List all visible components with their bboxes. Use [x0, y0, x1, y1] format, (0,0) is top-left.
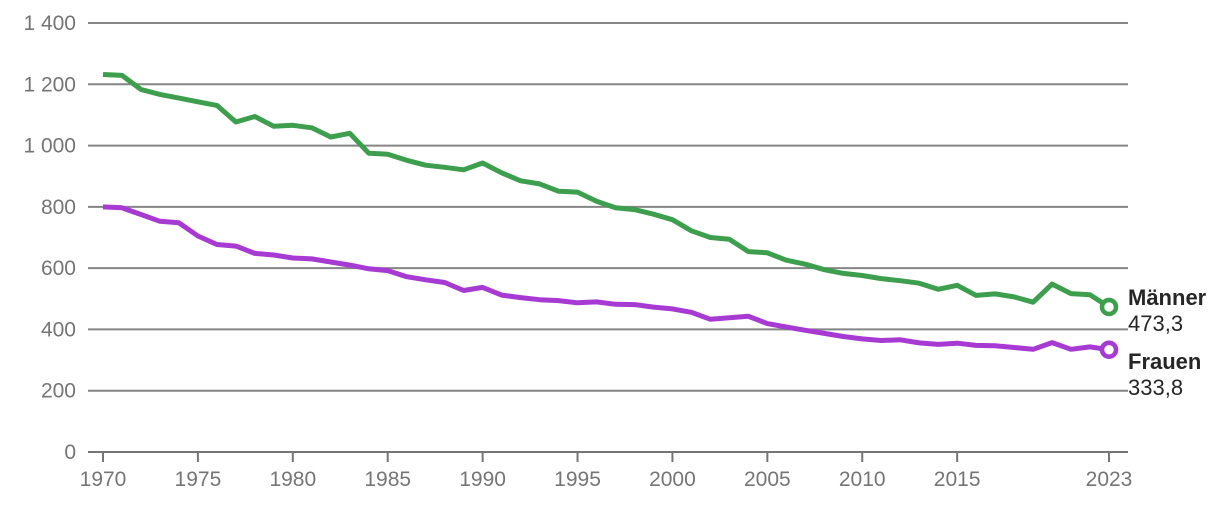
x-axis-ticks [102, 452, 1110, 462]
x-axis-labels: 1970 1975 1980 1985 1990 1995 2000 2005 2010 2015… [80, 468, 1133, 491]
y-tick-label-0: 0 [64, 441, 76, 464]
series-name-maenner: Männer [1128, 285, 1207, 310]
series-line-maenner [102, 72, 1111, 310]
y-tick-label-800: 800 [41, 196, 76, 219]
x-tick-label-1975: 1975 [175, 468, 222, 491]
gridlines [88, 22, 1128, 453]
y-tick-label-600: 600 [41, 257, 76, 280]
series-end-value-maenner: 473,3 [1128, 311, 1184, 336]
x-tick-label-1980: 1980 [269, 468, 316, 491]
y-tick-label-1200: 1 200 [23, 73, 76, 96]
x-tick-label-2023: 2023 [1086, 468, 1133, 491]
x-tick-label-2015: 2015 [934, 468, 981, 491]
x-tick-label-2010: 2010 [839, 468, 886, 491]
x-tick-label-1995: 1995 [554, 468, 601, 491]
y-tick-label-1400: 1 400 [23, 12, 76, 35]
x-tick-label-1990: 1990 [459, 468, 506, 491]
y-tick-label-1000: 1 000 [23, 135, 76, 158]
series-end-marker-frauen [1099, 340, 1119, 359]
series-line-frauen [102, 204, 1110, 353]
y-tick-label-400: 400 [41, 318, 76, 341]
series-name-frauen: Frauen [1128, 349, 1202, 374]
series-end-marker-maenner [1099, 297, 1119, 317]
y-tick-label-200: 200 [41, 380, 76, 403]
x-tick-label-1970: 1970 [80, 468, 127, 491]
x-tick-label-2000: 2000 [649, 468, 696, 491]
x-tick-label-1985: 1985 [364, 468, 411, 491]
series-end-label-maenner: Männer 473,3 [1128, 285, 1220, 337]
x-tick-label-2005: 2005 [744, 468, 791, 491]
series-end-label-frauen: Frauen 333,8 [1128, 349, 1220, 401]
series-end-value-frauen: 333,8 [1128, 375, 1184, 400]
y-axis-labels: 0 200 400 600 800 1 000 1 200 1 400 [23, 12, 76, 464]
